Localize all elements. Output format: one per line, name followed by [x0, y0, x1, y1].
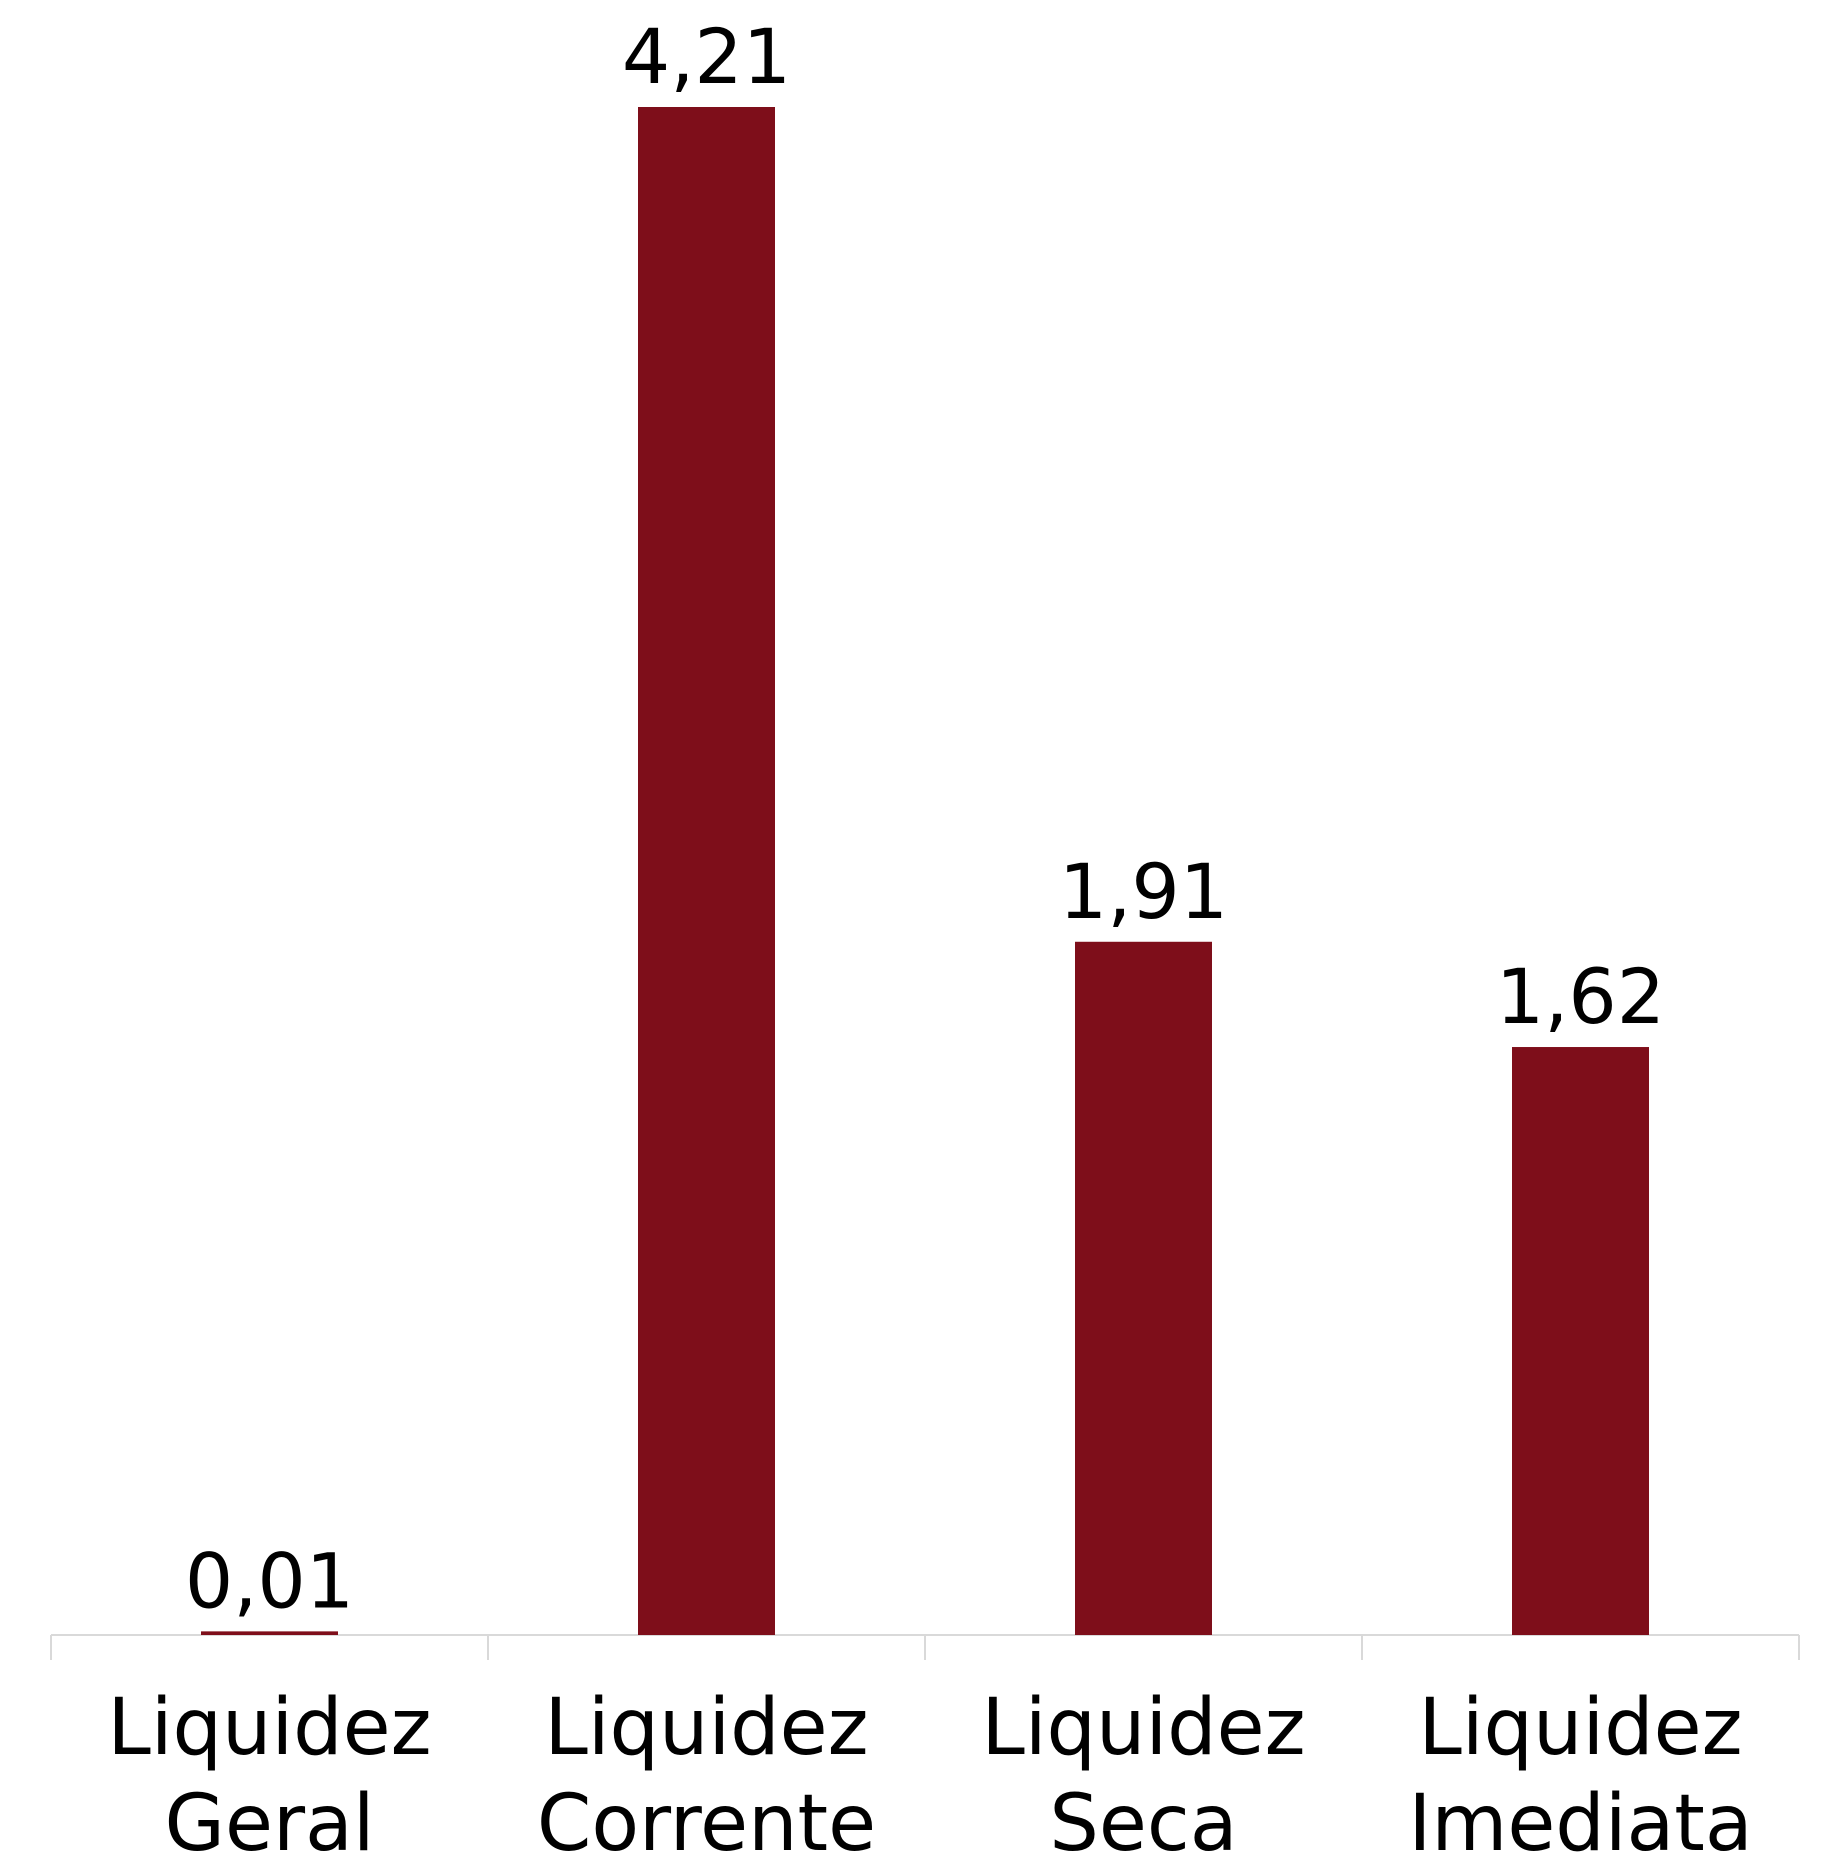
bar [1075, 941, 1212, 1635]
bar [201, 1631, 338, 1635]
x-tick-label: Liquidez Seca [981, 1683, 1306, 1869]
x-tick-label: Liquidez Geral [107, 1683, 432, 1869]
bar [1512, 1047, 1649, 1635]
x-tick-label: Liquidez Corrente [536, 1683, 877, 1869]
value-label: 1,62 [1496, 952, 1665, 1041]
x-tick-label: Liquidez Imediata [1408, 1683, 1753, 1869]
bar [638, 107, 775, 1635]
value-label: 4,21 [622, 12, 791, 101]
value-label: 0,01 [185, 1536, 354, 1625]
value-label: 1,91 [1059, 847, 1228, 936]
